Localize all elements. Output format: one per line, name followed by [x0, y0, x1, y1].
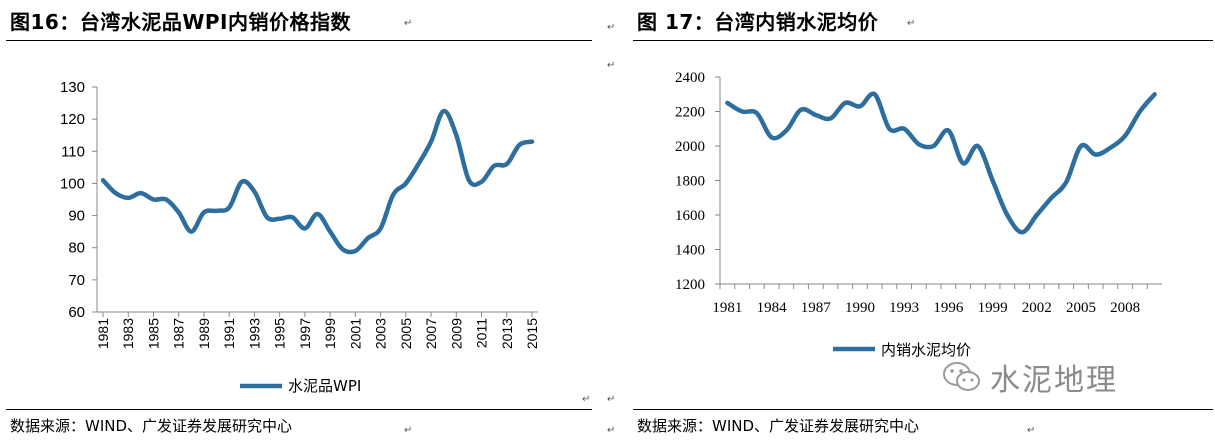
left-source-note: 数据来源：WIND、广发证券发展研究中心	[10, 417, 293, 435]
y-tick-label: 100	[60, 175, 85, 192]
paragraph-mark-icon: ↵	[607, 60, 616, 71]
x-tick-label: 1985	[145, 318, 161, 349]
x-tick-label: 1999	[978, 300, 1008, 316]
x-tick-label: 2011	[474, 318, 490, 348]
y-tick-label: 1200	[675, 277, 705, 293]
x-tick-label: 1981	[712, 300, 742, 316]
paragraph-mark-icon: ↵	[607, 394, 616, 405]
y-tick-label: 90	[68, 208, 85, 225]
legend-label: 内销水泥均价	[881, 341, 971, 359]
watermark: 水泥地理	[942, 357, 1118, 398]
x-tick-label: 2008	[1110, 300, 1140, 316]
left-line-chart: 60 70 80 90 100 110 120 130 1981 1983 1985 1987 1989…	[60, 79, 540, 395]
x-tick-label: 1993	[889, 300, 919, 316]
y-tick-label: 2000	[675, 139, 705, 155]
x-tick-label: 1993	[246, 318, 262, 349]
x-tick-label: 1983	[120, 318, 136, 349]
x-tick-label: 2003	[373, 318, 389, 349]
y-tick-label: 130	[60, 79, 85, 96]
y-tick-label: 1400	[675, 243, 705, 259]
right-source-rule	[633, 409, 1213, 410]
series-line-cement-wpi	[100, 108, 535, 255]
left-chart-title: 图16：台湾水泥品WPI内销价格指数	[10, 10, 351, 34]
paragraph-mark-icon: ↵	[907, 18, 916, 29]
x-tick-label: 1991	[221, 318, 237, 349]
x-tick-label: 1989	[196, 318, 212, 349]
x-tick-label: 1995	[272, 318, 288, 349]
paragraph-mark-icon: ↵	[404, 425, 413, 436]
paragraph-mark-icon: ↵	[607, 22, 616, 33]
legend-label: 水泥品WPI	[288, 377, 361, 395]
y-tick-label: 2200	[675, 105, 705, 121]
y-tick-label: 110	[61, 143, 85, 160]
paragraph-mark-icon: ↵	[607, 425, 616, 436]
x-tick-label: 2005	[398, 318, 414, 349]
right-chart-title: 图 17：台湾内销水泥均价	[637, 10, 879, 34]
x-tick-label: 1984	[757, 300, 788, 316]
x-tick-label: 1981	[95, 318, 111, 349]
x-tick-label: 1987	[171, 318, 187, 349]
left-source-rule	[6, 409, 592, 410]
x-tick-label: 2013	[499, 318, 515, 349]
x-tick-label: 1997	[297, 318, 313, 349]
series-line-avg-price	[725, 91, 1157, 235]
right-line-chart: 1200 1400 1600 1800 2000 2200 2400 1981 1984 1987…	[675, 70, 1162, 359]
wechat-icon	[942, 360, 982, 394]
x-tick-label: 2009	[448, 318, 464, 349]
x-tick-label: 1999	[322, 318, 338, 349]
left-title-rule	[6, 40, 592, 41]
paragraph-mark-icon: ↵	[582, 394, 591, 405]
y-tick-label: 120	[60, 111, 85, 128]
x-tick-label: 1996	[933, 300, 964, 316]
x-tick-label: 1987	[801, 300, 832, 316]
y-tick-label: 60	[68, 304, 85, 321]
y-tick-label: 1600	[675, 208, 705, 224]
x-tick-label: 2002	[1022, 300, 1052, 316]
x-tick-label: 2001	[347, 318, 363, 349]
left-chart-panel: 图16：台湾水泥品WPI内销价格指数 60 70 80 90 100 110 120 130 1…	[0, 0, 598, 447]
x-tick-label: 1990	[845, 300, 875, 316]
watermark-text: 水泥地理	[990, 363, 1118, 398]
paragraph-mark-icon: ↵	[404, 18, 413, 29]
x-tick-label: 2015	[524, 318, 540, 349]
paragraph-mark-icon: ↵	[1027, 425, 1036, 436]
right-chart-panel: ↵ 图 17：台湾内销水泥均价 ↵ ↵ 1200 1400 1600 1800 2000…	[607, 0, 1215, 447]
y-tick-label: 2400	[675, 70, 705, 86]
right-source-note: 数据来源：WIND、广发证券发展研究中心	[637, 417, 920, 435]
y-tick-label: 1800	[675, 174, 705, 190]
y-tick-label: 80	[68, 240, 85, 257]
x-tick-label: 2007	[423, 318, 439, 349]
x-tick-label: 2005	[1066, 300, 1096, 316]
y-tick-label: 70	[68, 272, 85, 289]
right-title-rule	[633, 40, 1213, 41]
